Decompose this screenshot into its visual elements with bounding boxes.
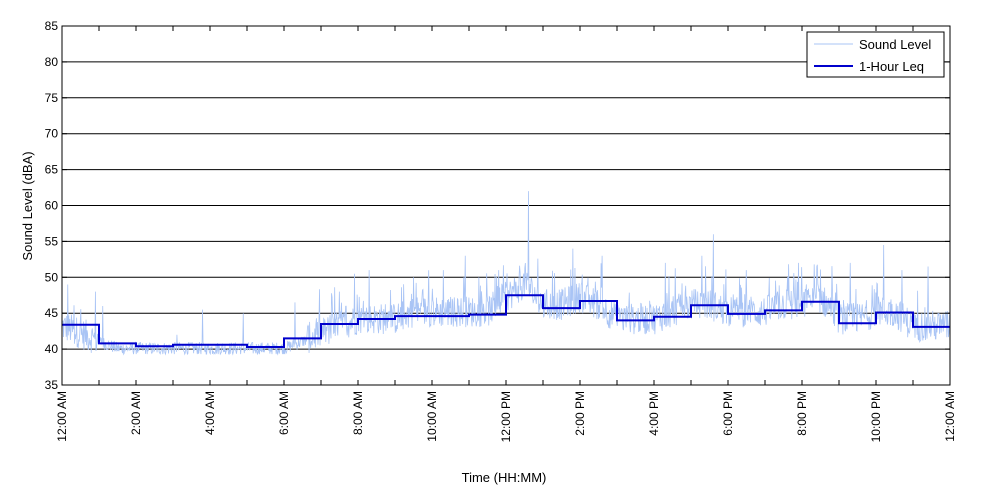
y-tick-label: 50: [45, 270, 59, 284]
x-tick-label: 2:00 PM: [573, 391, 587, 436]
y-tick-label: 55: [45, 234, 59, 248]
sound-level-line: [61, 191, 951, 356]
x-tick-label: 4:00 AM: [203, 391, 217, 435]
x-tick-label: 12:00 PM: [499, 391, 513, 442]
y-axis: 35 40 45 50 55 60 65 70 75 80 85: [45, 19, 950, 392]
y-tick-label: 85: [45, 19, 59, 33]
x-tick-label: 8:00 AM: [351, 391, 365, 435]
series-sound-level: [61, 191, 951, 356]
x-tick-label: 8:00 PM: [795, 391, 809, 436]
x-tick-label: 6:00 PM: [721, 391, 735, 436]
x-tick-label: 10:00 PM: [869, 391, 883, 442]
x-tick-label: 12:00 AM: [55, 391, 69, 442]
y-tick-label: 65: [45, 163, 59, 177]
y-tick-label: 45: [45, 306, 59, 320]
y-tick-label: 80: [45, 55, 59, 69]
legend-box: [806, 31, 945, 78]
y-tick-label: 70: [45, 127, 59, 141]
legend-label-1-hour-leq: 1-Hour Leq: [859, 59, 924, 74]
x-axis: 12:00 AM 2:00 AM 4:00 AM 6:00 AM 8:00 AM 10:0…: [55, 26, 957, 442]
x-tick-label: 12:00 AM: [943, 391, 957, 442]
y-axis-title: Sound Level (dBA): [20, 151, 35, 260]
grid: [62, 61, 950, 350]
legend: Sound Level 1-Hour Leq: [806, 31, 945, 78]
y-tick-label: 75: [45, 91, 59, 105]
x-tick-label: 2:00 AM: [129, 391, 143, 435]
legend-label-sound-level: Sound Level: [859, 37, 931, 52]
x-axis-title: Time (HH:MM): [462, 470, 547, 485]
x-tick-label: 10:00 AM: [425, 391, 439, 442]
series-1-hour-leq: [62, 294, 950, 348]
x-tick-label: 4:00 PM: [647, 391, 661, 436]
x-tick-label: 6:00 AM: [277, 391, 291, 435]
y-tick-label: 35: [45, 378, 59, 392]
leq-step-line: [62, 294, 950, 348]
y-tick-label: 60: [45, 199, 59, 213]
y-tick-label: 40: [45, 342, 59, 356]
